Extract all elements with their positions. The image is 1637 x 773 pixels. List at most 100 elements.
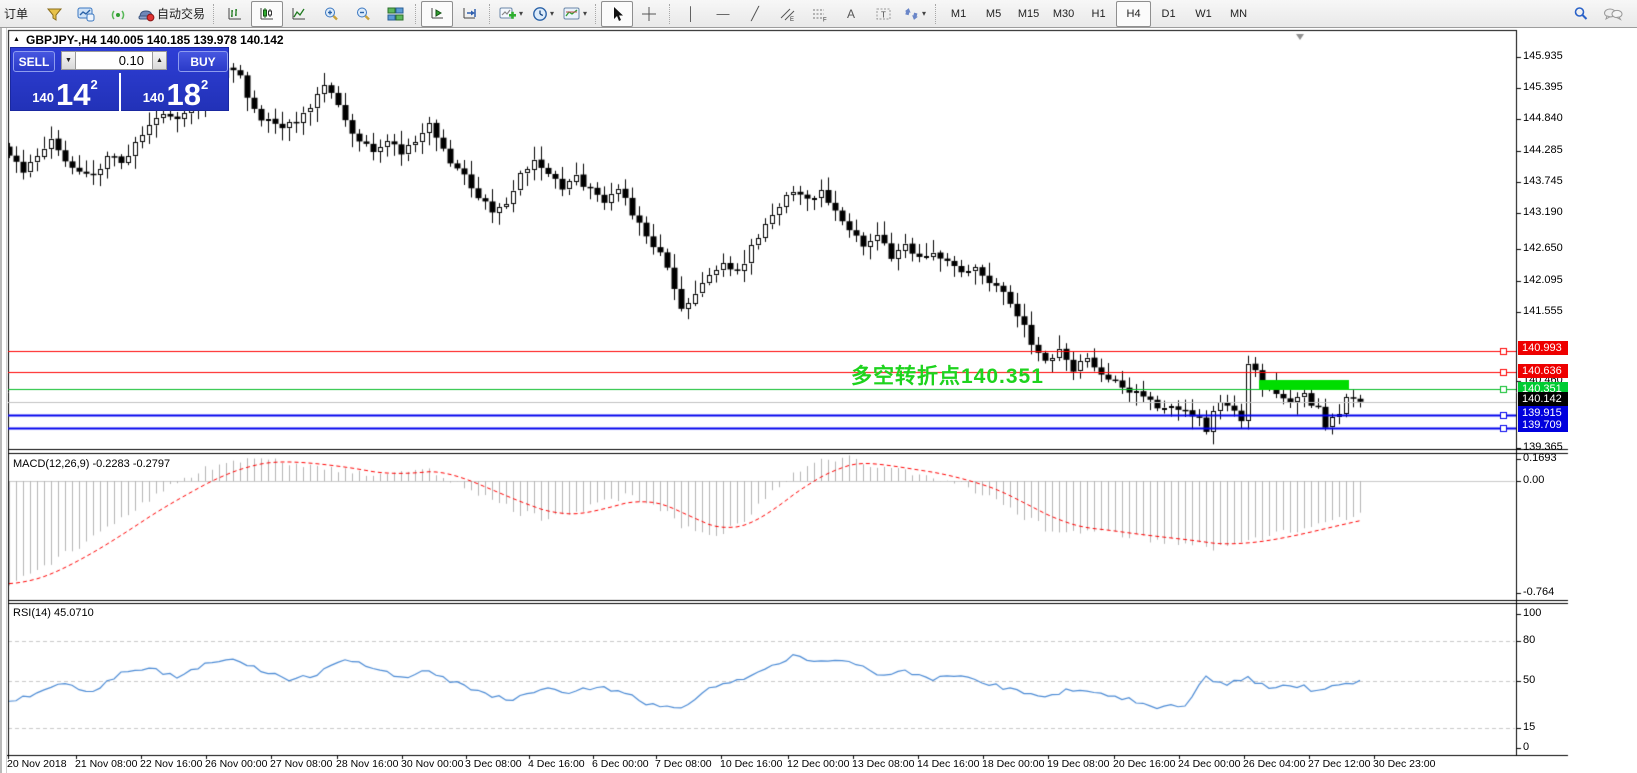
search-button[interactable]: [1565, 1, 1597, 27]
zoom-out-button[interactable]: [347, 1, 379, 27]
toolbar-separator: [415, 3, 417, 24]
fibonacci-tool-button[interactable]: F: [803, 1, 835, 27]
autoscroll-button[interactable]: [421, 0, 454, 27]
window-edge: [0, 28, 7, 773]
new-chart-icon: [499, 7, 517, 19]
candlestick-mode-button[interactable]: [251, 0, 284, 27]
vertical-line-tool-button[interactable]: │: [686, 6, 696, 21]
arrows-tool-button[interactable]: ▾: [899, 1, 931, 27]
chart-text-annotation: 多空转折点140.351: [851, 365, 1044, 388]
buy-price-prefix: 140: [142, 90, 165, 105]
line-chart-mode-button[interactable]: [283, 1, 315, 27]
sell-price-sup: 2: [90, 77, 98, 92]
new-order-button[interactable]: [38, 1, 70, 27]
text-tool-button[interactable]: A: [835, 1, 867, 27]
autotrading-icon: [138, 9, 155, 21]
timeframe-h1-button[interactable]: H1: [1091, 7, 1106, 20]
bar-chart-icon: [228, 7, 242, 19]
chart-shift-button[interactable]: [453, 1, 485, 27]
one-click-trading-panel: SELL ▼ 0.10 ▲ BUY 140 14 2 140 18 2: [10, 47, 230, 112]
sell-price-big: 14: [55, 76, 91, 112]
zoom-out-icon: [356, 7, 370, 20]
buy-price-big: 18: [166, 76, 201, 112]
sell-price-prefix: 140: [32, 90, 54, 105]
horizontal-line-tool-button[interactable]: —: [716, 6, 730, 21]
candlestick-icon: [260, 7, 274, 19]
buy-price[interactable]: 140 18 2: [121, 73, 230, 111]
tile-windows-button[interactable]: [379, 1, 411, 27]
buy-price-sup: 2: [200, 77, 209, 92]
clock-icon: [533, 6, 547, 21]
sell-button[interactable]: SELL: [13, 51, 55, 72]
text-tool-icon: A: [847, 6, 856, 21]
autotrading-label: 自动交易: [157, 7, 206, 21]
templates-button[interactable]: ▾: [559, 1, 591, 27]
chart-window-icon: [77, 7, 95, 21]
orders-button[interactable]: 订单: [2, 2, 38, 26]
panel-divider: [119, 73, 121, 112]
zoom-in-icon: [324, 7, 338, 20]
channel-tool-button[interactable]: E: [771, 1, 803, 27]
svg-text:T: T: [881, 10, 886, 19]
autotrading-button[interactable]: 自动交易: [134, 1, 209, 27]
new-chart-button[interactable]: ▾: [495, 1, 527, 27]
bar-chart-mode-button[interactable]: [219, 1, 251, 27]
volume-decrease-button[interactable]: ▼: [61, 51, 76, 70]
cursor-icon: [614, 6, 624, 21]
toolbar-separator: [595, 3, 597, 24]
equidistant-channel-icon: E: [780, 8, 794, 22]
collapse-panel-icon[interactable]: ▲: [13, 36, 20, 43]
orders-label: 订单: [3, 7, 28, 21]
chart-shift-icon: [463, 7, 476, 18]
cursor-tool-button[interactable]: [601, 0, 634, 27]
tile-windows-icon: [387, 7, 404, 20]
timeframe-h4-button[interactable]: H4: [1116, 0, 1152, 27]
toolbar-separator: [935, 3, 937, 24]
chat-icon: [1604, 8, 1623, 21]
macd-indicator-header: MACD(12,26,9) -0.2283 -0.2797: [13, 458, 171, 470]
sell-price[interactable]: 140 14 2: [11, 73, 119, 111]
toolbar-separator: [213, 3, 215, 24]
timeframe-w1-button[interactable]: W1: [1195, 7, 1212, 20]
chat-button[interactable]: [1597, 1, 1629, 27]
volume-increase-button[interactable]: ▲: [152, 51, 167, 70]
timeframe-m1-button[interactable]: M1: [950, 7, 967, 20]
chart-title: GBPJPY-,H4 140.005 140.185 139.978 140.1…: [26, 33, 284, 47]
search-icon: [1574, 6, 1588, 20]
fibonacci-icon: F: [812, 9, 827, 22]
crosshair-tool-button[interactable]: [633, 1, 665, 27]
periods-button[interactable]: ▾: [527, 1, 559, 27]
new-order-icon: [46, 8, 62, 21]
toolbar-separator: [489, 3, 491, 24]
svg-text:F: F: [823, 17, 827, 22]
timeframe-mn-button[interactable]: MN: [1229, 7, 1248, 20]
market-watch-button[interactable]: [70, 1, 102, 27]
volume-input[interactable]: 0.10: [75, 51, 153, 70]
svg-text:E: E: [790, 17, 794, 22]
chevron-down-icon: ▾: [519, 9, 524, 18]
zoom-in-button[interactable]: [315, 1, 347, 27]
chevron-down-icon: ▾: [922, 9, 927, 18]
timeframe-d1-button[interactable]: D1: [1161, 7, 1176, 20]
signals-button[interactable]: [102, 1, 134, 27]
rsi-indicator-header: RSI(14) 45.0710: [13, 607, 94, 619]
label-tool-button[interactable]: T: [867, 1, 899, 27]
toolbar-separator: [669, 3, 671, 24]
autoscroll-icon: [431, 7, 443, 18]
arrows-icon: [904, 7, 918, 20]
signal-icon: [111, 10, 125, 19]
buy-button[interactable]: BUY: [178, 51, 228, 72]
line-chart-icon: [292, 7, 306, 19]
timeframe-m15-button[interactable]: M15: [1017, 7, 1040, 20]
timeframe-m30-button[interactable]: M30: [1052, 7, 1075, 20]
template-icon: [563, 7, 580, 19]
main-toolbar: 订单 自动交易: [0, 0, 1637, 28]
trendline-tool-button[interactable]: ╱: [751, 5, 759, 21]
chevron-down-icon: ▾: [583, 9, 588, 18]
chevron-down-icon: ▾: [550, 9, 555, 18]
crosshair-icon: [642, 6, 657, 21]
timeframe-m5-button[interactable]: M5: [985, 7, 1002, 20]
text-label-icon: T: [876, 8, 891, 19]
